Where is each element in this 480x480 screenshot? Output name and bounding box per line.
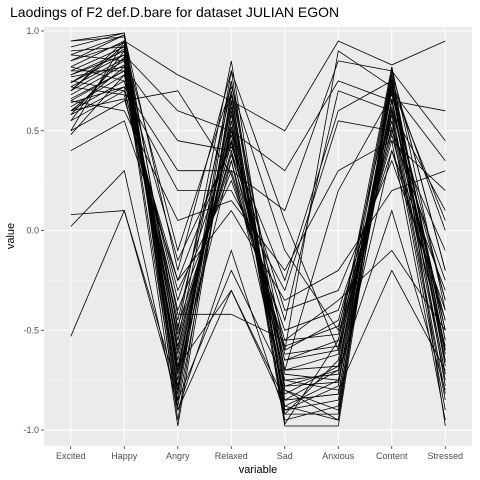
x-tick-label: Anxious: [322, 451, 355, 461]
series-line-42: [70, 56, 446, 401]
y-axis-title: value: [5, 223, 17, 249]
y-tick-label: 0.0: [26, 226, 39, 236]
series-line-35: [70, 98, 446, 401]
series-line-36: [70, 66, 446, 415]
x-tick-label: Happy: [111, 451, 138, 461]
series-line-27: [70, 209, 446, 402]
series-line-23: [70, 40, 446, 132]
major-gridlines: [44, 27, 472, 446]
series-line-24: [70, 54, 446, 172]
x-tick-label: Relaxed: [215, 451, 248, 461]
x-tick-label: Content: [376, 451, 408, 461]
series-line-33: [70, 86, 446, 351]
x-axis-title: variable: [239, 464, 278, 476]
minor-gridlines: [44, 80, 472, 381]
y-tick-label: 0.5: [26, 126, 39, 136]
series-line-21: [70, 34, 446, 352]
chart-title: Laodings of F2 def.D.bare for dataset JU…: [10, 4, 339, 20]
y-tick-label: 1.0: [26, 26, 39, 36]
y-tick-label: -0.5: [23, 325, 39, 335]
series-line-43: [70, 48, 446, 387]
x-axis: Excited Happy Angry Relaxed Sad Anxious Conten…: [56, 446, 463, 461]
x-tick-label: Sad: [277, 451, 293, 461]
y-tick-label: -1.0: [23, 425, 39, 435]
series-line-25: [70, 120, 446, 301]
y-axis: 1.0 0.5 0.0 -0.5 -1.0: [23, 26, 44, 435]
series-line-26: [70, 169, 446, 412]
series-lines: [70, 32, 446, 427]
x-tick-label: Excited: [56, 451, 86, 461]
x-tick-label: Stressed: [427, 451, 463, 461]
x-tick-label: Angry: [166, 451, 190, 461]
series-line-38: [70, 32, 446, 371]
series-line-37: [70, 44, 446, 407]
